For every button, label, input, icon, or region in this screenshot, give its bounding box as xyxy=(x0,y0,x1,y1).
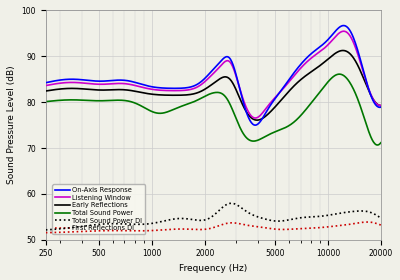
First Reflections DI xyxy=(43,231,48,234)
Total Sound Power xyxy=(225,97,230,101)
On-Axis Response xyxy=(372,101,377,104)
Listening Window xyxy=(43,84,48,87)
Total Sound Power DI xyxy=(202,218,207,222)
Total Sound Power DI xyxy=(319,214,324,218)
Listening Window xyxy=(378,104,383,107)
Early Reflections xyxy=(378,104,383,107)
Total Sound Power DI xyxy=(43,228,48,232)
Total Sound Power DI xyxy=(229,202,234,205)
Early Reflections xyxy=(340,49,345,52)
Listening Window xyxy=(204,78,209,81)
Total Sound Power xyxy=(202,95,207,98)
First Reflections DI xyxy=(371,221,376,224)
Line: Total Sound Power DI: Total Sound Power DI xyxy=(46,203,381,230)
Listening Window xyxy=(342,29,346,33)
First Reflections DI xyxy=(243,223,248,227)
Early Reflections xyxy=(225,76,230,79)
Early Reflections xyxy=(204,86,209,90)
On-Axis Response xyxy=(243,107,248,111)
Listening Window xyxy=(225,59,230,62)
Line: On-Axis Response: On-Axis Response xyxy=(46,25,381,125)
Line: Listening Window: Listening Window xyxy=(46,31,381,118)
Early Reflections xyxy=(255,118,260,122)
First Reflections DI xyxy=(365,220,370,224)
First Reflections DI xyxy=(378,223,383,227)
Early Reflections xyxy=(319,63,324,66)
Line: Early Reflections: Early Reflections xyxy=(46,50,381,120)
On-Axis Response xyxy=(225,55,230,58)
Total Sound Power xyxy=(43,100,48,103)
Listening Window xyxy=(202,80,207,83)
Early Reflections xyxy=(202,88,207,91)
Listening Window xyxy=(253,116,258,120)
Listening Window xyxy=(243,103,248,107)
First Reflections DI xyxy=(204,227,209,231)
Listening Window xyxy=(372,99,377,103)
Line: First Reflections DI: First Reflections DI xyxy=(46,222,381,233)
Total Sound Power DI xyxy=(371,212,376,215)
On-Axis Response xyxy=(253,123,258,127)
On-Axis Response xyxy=(204,74,209,78)
Total Sound Power DI xyxy=(378,216,383,220)
On-Axis Response xyxy=(319,44,324,48)
First Reflections DI xyxy=(202,228,207,231)
First Reflections DI xyxy=(225,221,230,225)
On-Axis Response xyxy=(43,81,48,84)
Legend: On-Axis Response, Listening Window, Early Reflections, Total Sound Power, Total : On-Axis Response, Listening Window, Earl… xyxy=(52,185,145,234)
Total Sound Power DI xyxy=(225,202,230,206)
On-Axis Response xyxy=(378,106,383,109)
Total Sound Power xyxy=(243,135,248,138)
Total Sound Power xyxy=(204,94,209,97)
Total Sound Power xyxy=(378,141,383,144)
On-Axis Response xyxy=(202,77,207,80)
Total Sound Power xyxy=(337,73,342,76)
On-Axis Response xyxy=(341,24,346,27)
Listening Window xyxy=(319,49,324,52)
Total Sound Power xyxy=(375,143,380,147)
Early Reflections xyxy=(43,89,48,93)
Total Sound Power DI xyxy=(204,218,209,221)
First Reflections DI xyxy=(318,226,323,229)
Line: Total Sound Power: Total Sound Power xyxy=(46,74,381,145)
Total Sound Power xyxy=(318,90,323,93)
Total Sound Power DI xyxy=(244,209,248,213)
Y-axis label: Sound Pressure Level (dB): Sound Pressure Level (dB) xyxy=(7,66,16,185)
Total Sound Power xyxy=(371,140,376,144)
Early Reflections xyxy=(243,108,248,111)
X-axis label: Frequency (Hz): Frequency (Hz) xyxy=(179,264,248,273)
Early Reflections xyxy=(372,99,377,102)
